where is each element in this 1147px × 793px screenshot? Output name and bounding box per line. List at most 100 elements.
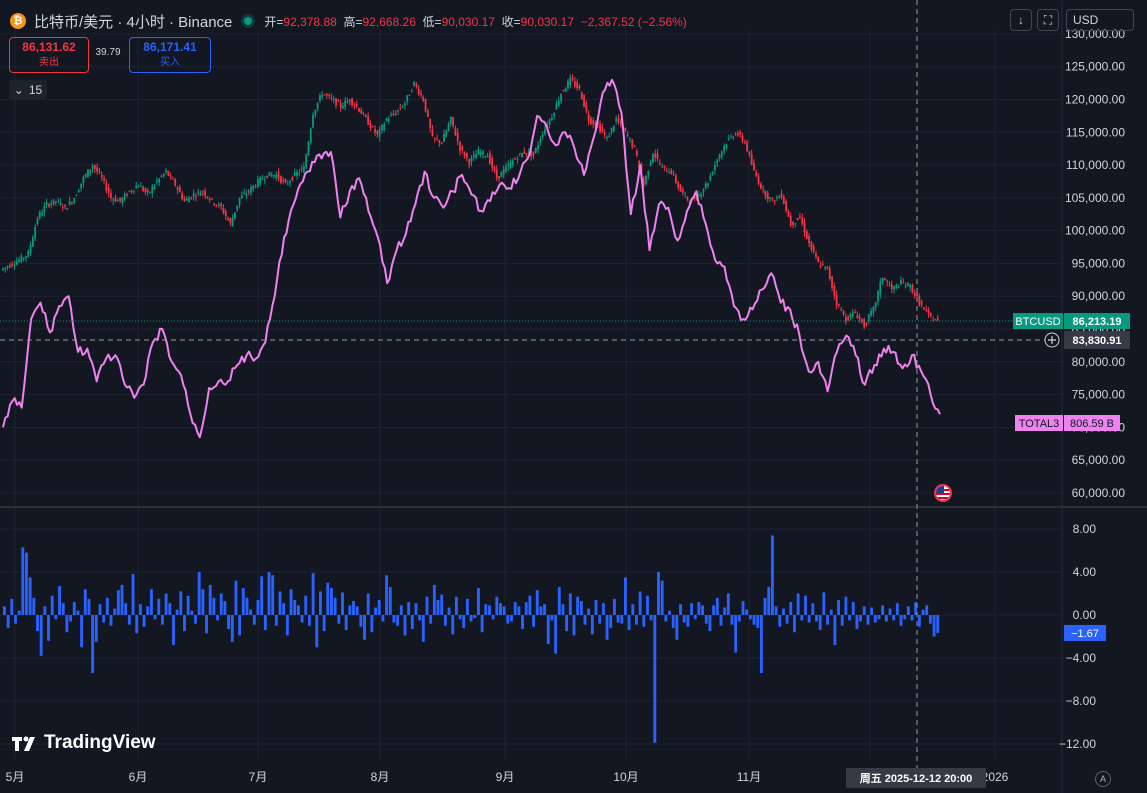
histogram-bar [94,615,98,642]
candle-body [422,96,425,101]
candle-body [684,193,686,195]
candle-body [771,198,774,200]
oscillator-value-text: −1.67 [1071,628,1099,640]
histogram-bar [649,615,653,621]
candle-body [319,95,321,101]
candle-body [43,206,46,213]
histogram-bar [616,615,620,623]
histogram-bar [895,603,899,615]
candle-body [426,110,429,117]
candle-body [133,190,135,192]
histogram-bar [458,615,462,620]
candle-body [429,119,432,128]
candle-body [479,152,482,155]
candle-body [87,169,89,178]
candle-body [59,202,62,205]
candle-body [252,185,255,190]
candle-body [883,278,886,281]
crosshair-price-label [1064,331,1130,349]
candle-body [560,93,562,102]
tradingview-logo[interactable]: TradingView [12,732,156,754]
candle-body [599,123,602,132]
candle-body [766,193,769,199]
crosshair-time-text: 周五 2025-12-12 20:00 [860,772,973,785]
candle-body [149,191,151,193]
histogram-bar [212,597,216,615]
candle-body [298,172,301,174]
candle-body [268,171,271,177]
us-flag-event-icon[interactable] [934,484,952,502]
market-open-icon [244,17,253,25]
histogram-bar [928,615,932,624]
histogram-bar [646,595,649,615]
histogram-bar [263,615,267,631]
candle-body [443,133,445,143]
price-tick-label: 125,000.00 [1065,60,1125,74]
sell-button[interactable]: 86,131.62 卖出 [9,37,89,73]
candle-body [592,120,595,125]
arrow-down-icon: ↓ [1018,13,1024,27]
histogram-bar [679,604,682,615]
histogram-bar [216,615,219,621]
candle-body [27,251,30,257]
histogram-bar [197,572,201,615]
candle-body [700,193,703,198]
histogram-bar [554,615,558,654]
histogram-bar [590,615,594,635]
currency-select[interactable]: USD [1066,9,1134,31]
candle-body [188,197,190,203]
histogram-bar [443,615,447,626]
download-button[interactable]: ↓ [1010,9,1032,31]
candle-body [468,159,471,165]
candle-body [785,201,788,211]
fullscreen-icon: ⛶ [1043,12,1053,27]
candle-body [805,231,808,239]
oscillator-axis[interactable]: −12.00 −8.00 −4.00 0.00 4.00 8.00 [1059,522,1096,751]
histogram-bar [826,615,829,625]
candle-body [897,287,900,289]
histogram-bar [734,615,738,653]
fullscreen-button[interactable]: ⛶ [1037,9,1059,31]
candle-body [615,118,618,122]
candle-body [275,174,278,178]
candle-body [61,207,64,209]
histogram-bar [223,601,227,615]
total3-value-label [1064,415,1120,431]
candle-body [521,153,523,158]
oscillator-tick-label: −8.00 [1066,694,1097,708]
candle-body [528,151,530,155]
auto-scale-button[interactable]: A [1095,771,1111,787]
histogram-bar [587,608,591,615]
candle-body [390,114,393,116]
histogram-bar [10,598,14,615]
candle-body [420,92,422,96]
tradingview-logo-icon [12,736,35,751]
candle-body [491,158,494,168]
histogram-bar [682,615,686,623]
candle-body [730,136,732,138]
price-tick-label: 100,000.00 [1065,224,1125,238]
price-tick-label: 75,000.00 [1072,388,1126,402]
histogram-bar [175,609,179,615]
indicators-collapse-button[interactable]: ⌄ 15 [9,80,47,100]
candle-body [608,135,611,138]
candle-body [369,122,372,128]
candle-body [231,217,234,227]
candle-body [321,95,324,98]
candle-body [247,190,250,192]
candle-body [142,186,144,191]
histogram-bar [793,615,796,633]
symbol-title[interactable]: 比特币/美元 · 4小时 · Binance [34,13,233,31]
time-tick-label: 2026 [982,770,1009,784]
candle-body [289,181,291,183]
histogram-bar [304,595,308,615]
candle-body [534,147,537,153]
histogram-bar [888,608,892,615]
histogram-bar [432,584,436,615]
candle-body [571,78,574,81]
histogram-bar [495,596,499,615]
candle-body [484,156,487,158]
buy-button[interactable]: 86,171.41 买入 [129,37,211,73]
candle-body [176,187,179,190]
